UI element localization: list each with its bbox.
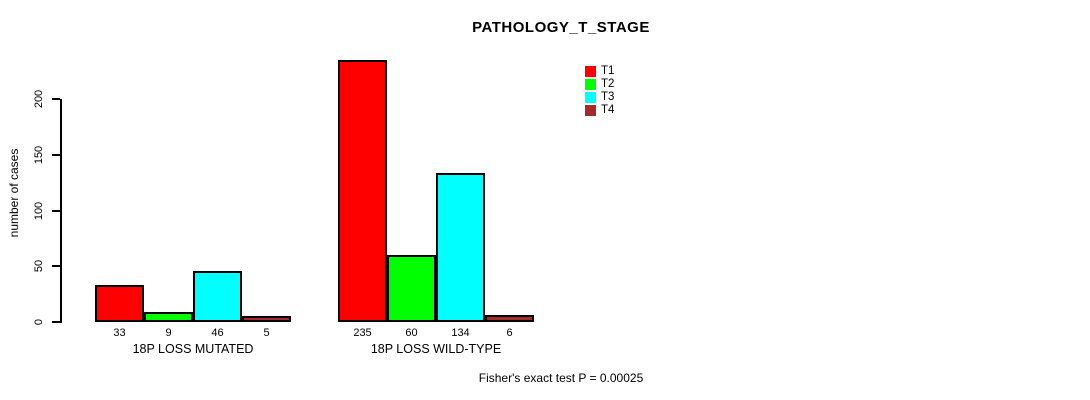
y-tick-label: 100 [33, 201, 45, 220]
legend-swatch-t1 [585, 66, 596, 77]
legend-label: T2 [601, 78, 615, 90]
legend-label: T1 [601, 65, 615, 77]
bar-value-label: 60 [405, 327, 418, 339]
y-tick-mark [52, 265, 60, 268]
bar-value-label: 5 [263, 327, 270, 339]
bar-value-label: 134 [451, 327, 470, 339]
bar-value-label: 46 [211, 327, 224, 339]
bar-value-label: 235 [353, 327, 372, 339]
bar-value-label: 6 [506, 327, 513, 339]
legend-label: T4 [601, 104, 615, 116]
legend-row-t1: T1 [585, 65, 614, 78]
legend-row-t4: T4 [585, 104, 614, 117]
y-tick-mark [52, 153, 60, 156]
chart-title: PATHOLOGY_T_STAGE [472, 19, 650, 36]
legend: T1 T2 T3 T4 [585, 65, 614, 117]
y-tick-label: 150 [33, 145, 45, 164]
bar-t2-group1 [144, 311, 193, 322]
y-tick-mark [52, 98, 60, 100]
y-tick-label: 0 [33, 318, 45, 326]
bar-value-label: 33 [113, 327, 126, 339]
bar-t2-group2 [387, 255, 436, 322]
legend-swatch-t4 [585, 105, 596, 116]
bar-t1-group1 [95, 285, 144, 322]
legend-row-t2: T2 [585, 78, 614, 91]
bar-t3-group2 [436, 172, 485, 322]
y-tick-mark [52, 321, 60, 323]
y-axis-line [60, 99, 62, 323]
bar-t4-group1 [242, 316, 291, 322]
group-label: 18P LOSS WILD-TYPE [370, 342, 502, 356]
legend-swatch-t2 [585, 79, 596, 90]
bar-t1-group2 [338, 59, 387, 322]
y-tick-label: 50 [33, 260, 45, 273]
bar-value-label: 9 [165, 327, 172, 339]
legend-label: T3 [601, 91, 615, 103]
y-tick-mark [52, 209, 60, 212]
fisher-test-footnote: Fisher's exact test P = 0.00025 [478, 371, 644, 385]
group-label: 18P LOSS MUTATED [132, 342, 254, 356]
legend-row-t3: T3 [585, 91, 614, 104]
bar-t4-group2 [485, 315, 534, 322]
bar-t3-group1 [193, 270, 242, 322]
y-tick-label: 200 [33, 89, 45, 109]
legend-swatch-t3 [585, 92, 596, 103]
y-axis-title: number of cases [7, 148, 21, 238]
